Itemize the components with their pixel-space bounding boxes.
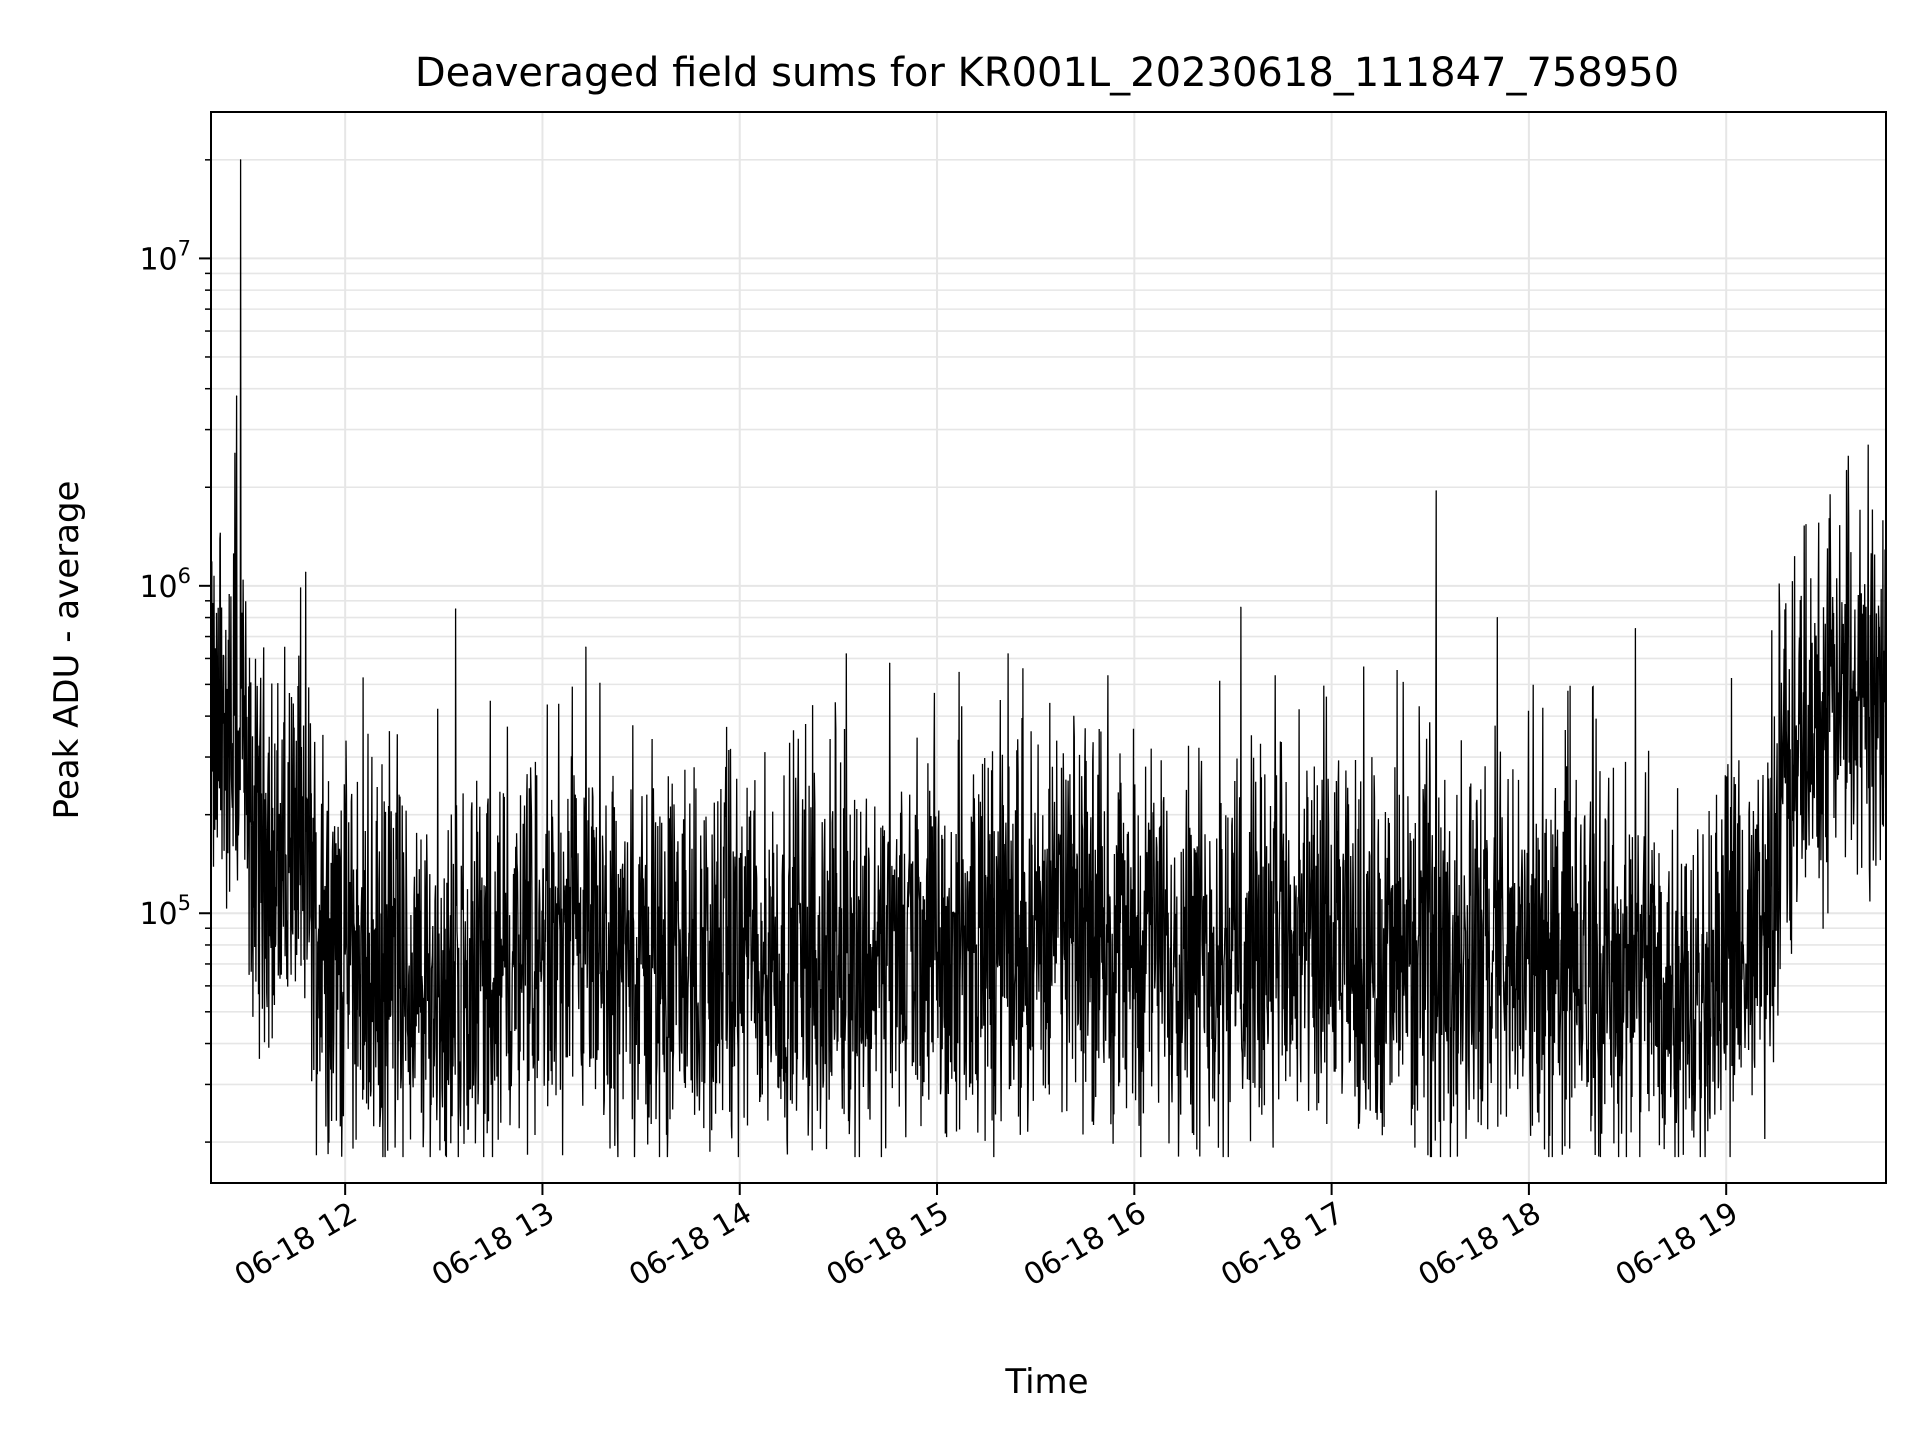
data-point bbox=[1331, 957, 1333, 959]
data-point bbox=[314, 927, 317, 929]
data-point bbox=[1074, 927, 1076, 929]
data-point bbox=[522, 963, 524, 965]
data-point bbox=[295, 829, 297, 831]
data-point bbox=[699, 963, 701, 965]
data-point bbox=[1873, 667, 1875, 669]
data-point bbox=[1784, 782, 1786, 784]
data-point bbox=[1607, 971, 1609, 973]
data-point bbox=[245, 814, 248, 816]
data-point bbox=[305, 571, 307, 573]
data-point bbox=[1824, 708, 1826, 710]
data-point bbox=[660, 967, 662, 969]
data-point bbox=[601, 971, 603, 973]
data-point bbox=[1853, 689, 1856, 691]
data-point bbox=[443, 990, 445, 992]
data-point bbox=[1007, 653, 1009, 655]
data-point bbox=[896, 955, 899, 957]
data-point bbox=[1133, 940, 1135, 943]
data-layer bbox=[210, 159, 1887, 1158]
data-point bbox=[1705, 978, 1708, 980]
data-point bbox=[1843, 689, 1846, 691]
plot-frame bbox=[210, 111, 1887, 1184]
data-point bbox=[1863, 678, 1865, 680]
y-tick-label: 106 bbox=[139, 564, 191, 605]
data-point bbox=[236, 395, 238, 397]
data-point bbox=[239, 159, 242, 161]
data-point bbox=[384, 973, 386, 976]
data-point bbox=[818, 959, 820, 961]
data-point bbox=[837, 955, 839, 957]
data-point bbox=[585, 646, 587, 648]
data-point bbox=[541, 959, 544, 961]
data-point bbox=[324, 944, 327, 946]
data-point bbox=[1291, 953, 1293, 955]
data-point bbox=[1015, 944, 1017, 946]
data-point bbox=[216, 747, 218, 749]
data-point bbox=[344, 953, 346, 955]
chart-title: Deaveraged field sums for KR001L_2023061… bbox=[415, 50, 1679, 96]
data-point bbox=[679, 959, 682, 961]
data-point bbox=[232, 742, 234, 745]
data-point bbox=[1409, 963, 1412, 965]
data-point bbox=[1567, 967, 1569, 969]
data-point bbox=[1634, 628, 1637, 630]
data-point bbox=[719, 959, 721, 961]
data-point bbox=[1252, 947, 1254, 950]
y-axis: 105 106 107 bbox=[139, 159, 211, 1143]
data-point bbox=[1173, 944, 1175, 946]
data-point bbox=[228, 756, 230, 758]
data-point bbox=[845, 653, 847, 655]
data-point bbox=[1725, 973, 1727, 976]
y-tick-label: 105 bbox=[139, 891, 191, 932]
data-point bbox=[502, 973, 504, 976]
x-axis-label: Time bbox=[1004, 1362, 1088, 1402]
data-point bbox=[222, 722, 224, 725]
data-point bbox=[1240, 606, 1242, 608]
data-point bbox=[462, 985, 465, 987]
series-line bbox=[211, 159, 1886, 1158]
data-point bbox=[364, 963, 366, 965]
data-point bbox=[1212, 947, 1214, 950]
y-tick-label: 107 bbox=[139, 236, 191, 277]
data-point bbox=[285, 854, 287, 857]
data-point bbox=[1488, 963, 1491, 965]
data-point bbox=[1686, 980, 1688, 982]
data-point bbox=[1435, 490, 1437, 492]
data-point bbox=[561, 963, 563, 965]
data-point bbox=[1370, 959, 1372, 961]
data-point bbox=[1528, 963, 1530, 965]
data-point bbox=[1094, 935, 1096, 937]
data-point bbox=[403, 985, 405, 987]
data-point bbox=[739, 953, 741, 955]
data-point bbox=[1765, 927, 1767, 929]
data-point bbox=[455, 608, 457, 610]
y-axis-label: Peak ADU - average bbox=[47, 481, 87, 820]
data-point bbox=[1054, 919, 1057, 922]
data-point bbox=[1804, 734, 1806, 736]
data-point bbox=[482, 980, 484, 982]
data-point bbox=[1845, 469, 1848, 472]
data-point bbox=[1646, 976, 1648, 978]
data-point bbox=[265, 829, 267, 831]
data-point bbox=[1496, 616, 1498, 619]
data-point bbox=[1449, 959, 1451, 961]
data-point bbox=[936, 951, 938, 953]
data-point bbox=[581, 967, 583, 969]
data-point bbox=[889, 662, 891, 664]
data-point bbox=[255, 854, 257, 857]
data-point bbox=[857, 959, 859, 961]
data-point bbox=[778, 953, 780, 955]
data-point bbox=[423, 997, 425, 999]
data-point bbox=[975, 944, 978, 946]
data-point bbox=[877, 955, 879, 957]
data-point bbox=[1745, 963, 1747, 965]
data-point bbox=[275, 886, 277, 888]
data-point bbox=[620, 967, 622, 969]
data-point bbox=[640, 963, 642, 965]
